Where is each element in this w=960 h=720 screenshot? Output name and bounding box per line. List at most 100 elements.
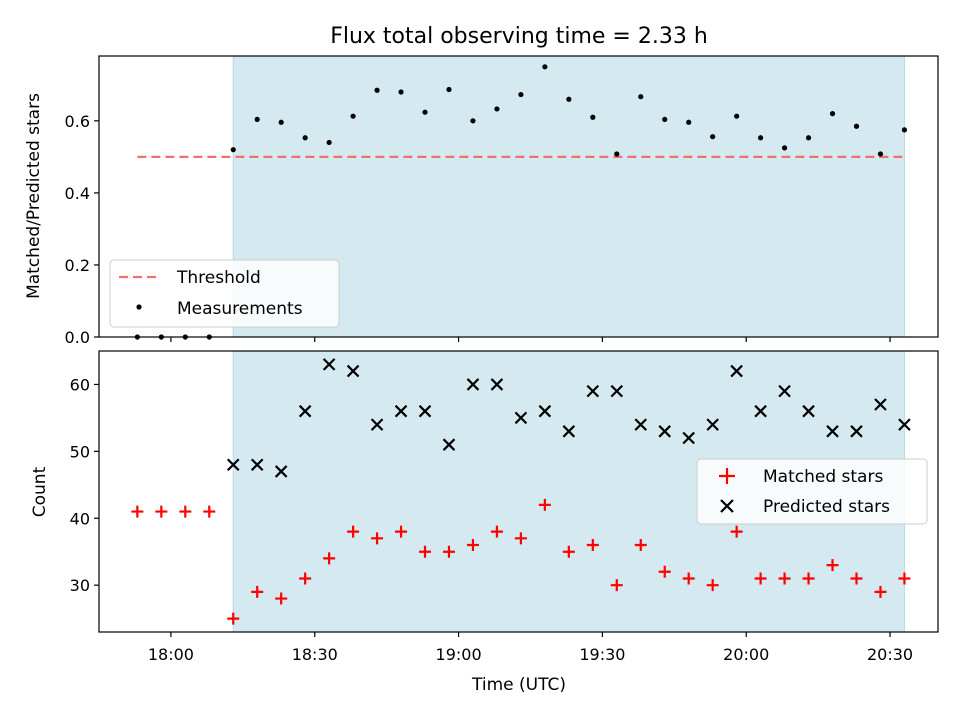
- bottom-matched-point: [898, 572, 911, 585]
- bottom-predicted-point: [274, 465, 288, 478]
- top-measurement-point: [566, 96, 572, 102]
- top-measurement-point: [374, 87, 380, 93]
- bottom-predicted-point: [634, 418, 648, 431]
- bottom-matched-point: [299, 572, 312, 585]
- bottom-predicted-point: [346, 364, 360, 378]
- bottom-matched-point: [419, 545, 432, 558]
- bottom-matched-point: [874, 585, 887, 598]
- legend-predicted-label: Predicted stars: [763, 497, 890, 517]
- bottom-predicted-point: [826, 425, 839, 438]
- bottom-predicted-point: [586, 384, 600, 398]
- top-measurement-point: [230, 147, 236, 153]
- bottom-predicted-point: [730, 364, 743, 378]
- top-measurement-point: [494, 106, 500, 112]
- bottom-matched-point: [490, 525, 503, 538]
- bottom-predicted-point: [466, 378, 480, 391]
- top-measurement-point: [446, 86, 452, 93]
- bottom-matched-point: [347, 525, 360, 538]
- top-y-axis-label: Matched/Predicted stars: [24, 93, 44, 299]
- top-measurement-point: [302, 135, 308, 141]
- legend-predicted-swatch: [720, 499, 734, 513]
- bottom-matched-point: [586, 539, 599, 552]
- top-measurement-point: [734, 113, 740, 119]
- top-measurement-point: [805, 135, 812, 141]
- top-measurement-point: [470, 118, 476, 124]
- bottom-matched-point: [682, 572, 695, 585]
- top-measurement-point: [829, 111, 836, 117]
- bottom-predicted-point: [802, 404, 815, 418]
- top-measurement-point: [254, 116, 260, 123]
- bottom-predicted-point: [298, 404, 312, 418]
- bottom-matched-point: [754, 572, 767, 585]
- bottom-matched-point: [395, 525, 408, 538]
- bottom-matched-point: [826, 559, 839, 572]
- bottom-predicted-point: [874, 398, 887, 411]
- top-measurement-point: [638, 94, 644, 100]
- bottom-predicted-point: [538, 404, 552, 418]
- bottom-predicted-point: [394, 404, 408, 418]
- bottom-matched-point: [634, 539, 647, 552]
- legend-matched-swatch: [719, 468, 735, 484]
- bottom-x-tick-label: 20:30: [867, 645, 913, 664]
- bottom-matched-point: [538, 498, 551, 511]
- bottom-matched-point: [466, 539, 479, 552]
- bottom-predicted-point: [418, 404, 432, 418]
- top-measurement-point: [877, 151, 884, 157]
- bottom-matched-point: [275, 592, 288, 605]
- bottom-predicted-point: [778, 384, 791, 398]
- bottom-matched-point: [658, 565, 671, 578]
- bottom-y-tick-label: 40: [70, 509, 90, 528]
- bottom-matched-point: [371, 532, 384, 545]
- bottom-predicted-point: [442, 438, 456, 451]
- top-y-tick-label: 0.0: [65, 328, 90, 347]
- bottom-matched-point: [706, 579, 719, 592]
- top-y-tick-label: 0.4: [65, 184, 90, 203]
- top-measurement-point: [758, 135, 764, 141]
- top-measurement-point: [350, 113, 356, 119]
- bottom-matched-point: [778, 572, 791, 585]
- top-measurement-point: [590, 114, 596, 120]
- top-measurement-point: [518, 91, 524, 98]
- bottom-matched-point: [562, 545, 575, 558]
- bottom-y-axis-label: Count: [30, 466, 50, 517]
- legend-matched-label: Matched stars: [763, 467, 883, 487]
- bottom-predicted-point: [706, 418, 719, 431]
- top-axes-frame: [98, 55, 939, 338]
- legend-top: Threshold Measurements: [109, 259, 340, 328]
- bottom-y-tick-label: 60: [70, 375, 90, 394]
- bottom-predicted-point: [514, 411, 528, 425]
- bottom-predicted-point: [250, 458, 264, 472]
- top-measurement-point: [781, 145, 788, 151]
- bottom-y-tick-label: 30: [70, 576, 90, 595]
- bottom-matched-point: [323, 552, 336, 565]
- top-measurement-point: [278, 119, 284, 125]
- bottom-x-tick-label: 20:00: [723, 645, 769, 664]
- bottom-matched-point: [179, 505, 192, 518]
- bottom-matched-point: [251, 585, 264, 598]
- top-measurement-point: [853, 123, 860, 129]
- chart-title: Flux total observing time = 2.33 h: [330, 24, 708, 49]
- bottom-predicted-point: [850, 425, 863, 438]
- bottom-matched-point: [610, 579, 623, 592]
- top-measurement-point: [662, 116, 668, 123]
- bottom-predicted-point: [490, 378, 504, 391]
- top-y-tick-label: 0.6: [65, 112, 90, 131]
- legend-bottom-frame: [696, 458, 928, 525]
- top-measurement-point: [542, 64, 548, 70]
- top-measurement-point: [326, 139, 332, 146]
- bottom-x-tick-label: 19:30: [579, 645, 625, 664]
- bottom-predicted-point: [562, 425, 576, 438]
- top-shaded-span: [232, 55, 905, 338]
- bottom-matched-point: [227, 612, 240, 625]
- bottom-predicted-point: [370, 418, 384, 431]
- bottom-x-tick-label: 19:00: [436, 645, 482, 664]
- legend-measurements-swatch: [136, 304, 142, 310]
- bottom-x-tick-label: 18:00: [148, 645, 194, 664]
- top-measurement-point: [614, 151, 620, 157]
- legend-threshold-label: Threshold: [176, 268, 261, 288]
- bottom-predicted-point: [898, 418, 911, 431]
- top-measurement-point: [398, 89, 404, 95]
- x-axis-label: Time (UTC): [471, 675, 566, 695]
- bottom-axes-frame: [98, 350, 939, 633]
- bottom-predicted-point: [610, 384, 624, 398]
